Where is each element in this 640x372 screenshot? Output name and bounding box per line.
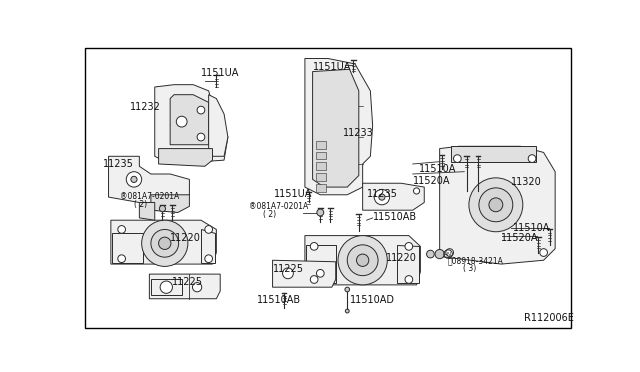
Polygon shape [316,152,326,159]
Polygon shape [397,245,419,283]
Circle shape [405,243,413,250]
Circle shape [346,309,349,313]
Circle shape [454,155,461,163]
Polygon shape [273,260,336,287]
Circle shape [126,172,141,187]
Text: 11520A: 11520A [501,233,539,243]
Text: 11510A: 11510A [513,223,550,233]
Text: ®081A7-0201A: ®081A7-0201A [250,202,308,212]
Polygon shape [170,95,209,145]
Text: 11220: 11220 [170,233,201,243]
Polygon shape [155,85,228,164]
Text: N: N [446,251,450,257]
Circle shape [316,269,324,277]
Polygon shape [316,163,326,170]
Polygon shape [151,195,189,212]
Text: 11220: 11220 [386,253,417,263]
Polygon shape [316,173,326,181]
Circle shape [405,276,413,283]
Circle shape [159,237,171,250]
Text: Ⓝ08918-3421A: Ⓝ08918-3421A [447,256,503,265]
Circle shape [159,206,166,212]
Circle shape [205,255,212,263]
Text: 11520A: 11520A [413,176,450,186]
Polygon shape [316,141,326,148]
Circle shape [151,230,179,257]
Circle shape [413,188,420,194]
Circle shape [141,220,188,266]
Polygon shape [209,95,228,156]
Polygon shape [109,156,189,202]
Circle shape [131,176,137,183]
Circle shape [118,255,125,263]
Circle shape [193,283,202,292]
Circle shape [374,189,390,205]
Text: 11510AB: 11510AB [372,212,417,222]
Text: 11225: 11225 [273,264,303,274]
Text: 11320: 11320 [511,177,542,187]
Text: 1151UA: 1151UA [274,189,312,199]
Circle shape [426,250,435,258]
Circle shape [446,249,454,256]
Circle shape [479,188,513,222]
Polygon shape [440,146,555,264]
Circle shape [489,198,503,212]
Text: 11235: 11235 [367,189,397,199]
Circle shape [118,225,125,233]
Polygon shape [111,220,216,264]
Circle shape [379,194,385,200]
Circle shape [435,250,444,259]
Text: ®081A7-0201A: ®081A7-0201A [120,192,179,202]
Polygon shape [151,279,182,295]
Polygon shape [307,245,336,283]
Text: 1151UA: 1151UA [201,68,239,78]
Text: 11510AD: 11510AD [349,295,394,305]
Polygon shape [312,69,359,187]
Circle shape [176,116,187,127]
Text: ( 3): ( 3) [463,264,476,273]
Polygon shape [363,183,424,210]
Circle shape [160,281,172,294]
Circle shape [345,287,349,292]
Circle shape [469,178,523,232]
Circle shape [205,225,212,233]
Text: 11233: 11233 [344,128,374,138]
Text: 11225: 11225 [172,277,203,287]
Polygon shape [159,148,212,166]
Circle shape [283,268,293,279]
Circle shape [197,133,205,141]
Polygon shape [316,184,326,192]
Circle shape [356,254,369,266]
Polygon shape [140,202,155,220]
Text: 11510A: 11510A [419,164,456,174]
Text: 11510AB: 11510AB [257,295,301,305]
Text: 11232: 11232 [130,102,161,112]
Polygon shape [113,233,143,263]
Polygon shape [305,58,372,195]
Circle shape [540,249,547,256]
Circle shape [528,155,536,163]
Polygon shape [305,235,420,285]
Text: R112006E: R112006E [524,312,574,323]
Text: 1151UA: 1151UA [312,62,351,71]
Circle shape [348,245,378,276]
Circle shape [338,235,387,285]
Circle shape [310,276,318,283]
Circle shape [197,106,205,114]
Text: ( 2): ( 2) [263,210,276,219]
Circle shape [317,209,324,216]
Polygon shape [201,230,215,263]
Polygon shape [451,146,536,162]
Text: ( 2): ( 2) [134,200,147,209]
Polygon shape [149,274,220,299]
Text: 11235: 11235 [103,158,134,169]
Circle shape [310,243,318,250]
